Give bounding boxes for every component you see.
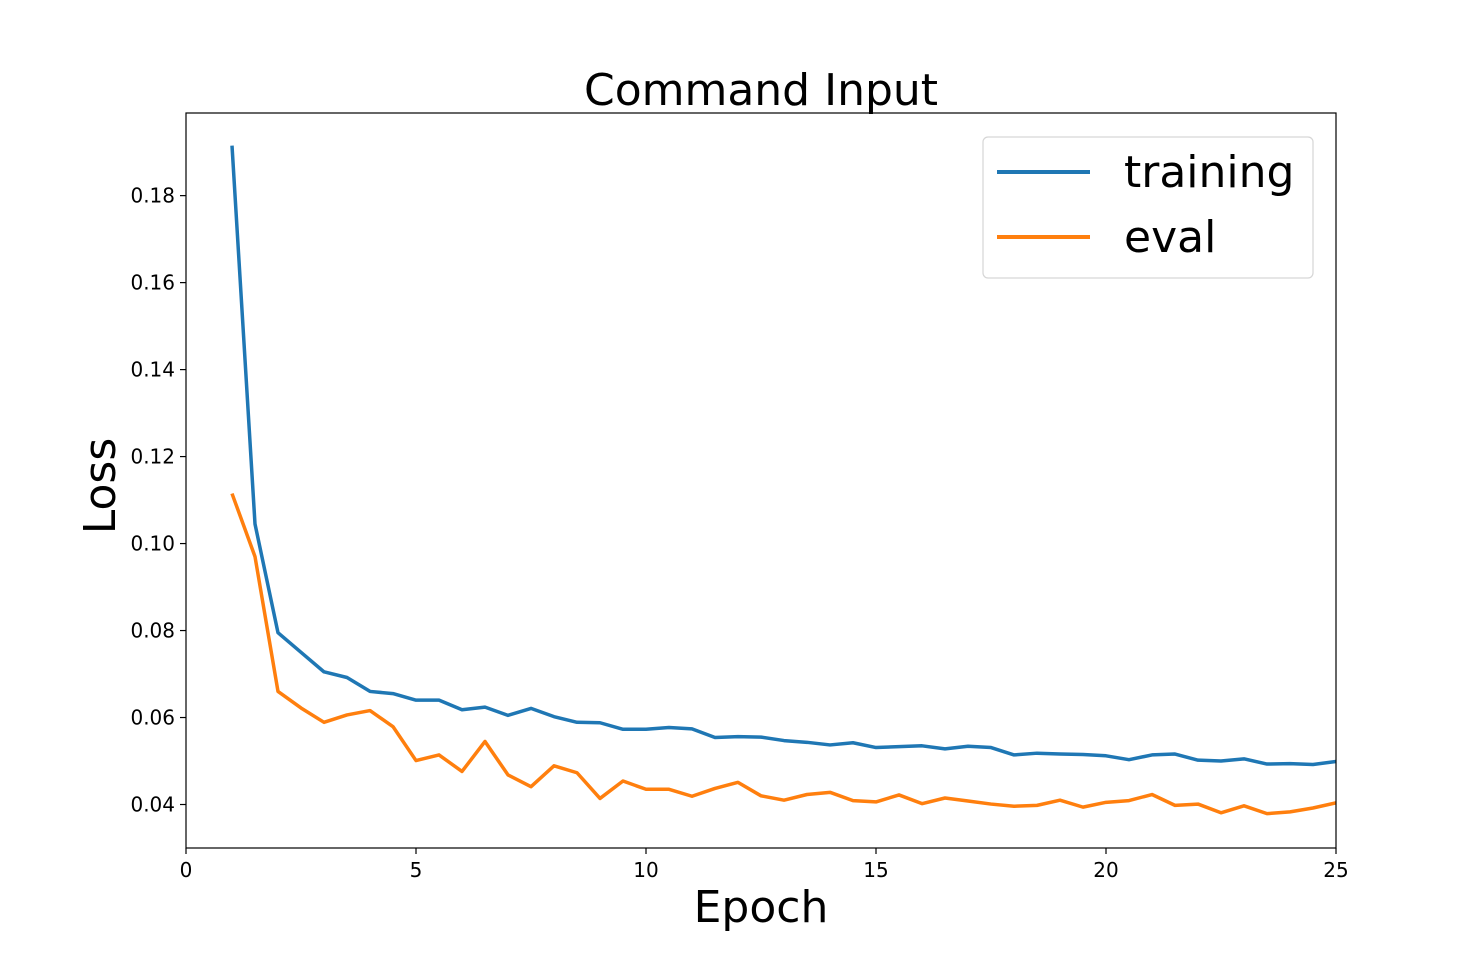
x-tick-label: 20 bbox=[1093, 858, 1118, 882]
series-line-eval bbox=[230, 492, 1336, 816]
x-tick-label: 0 bbox=[180, 858, 193, 882]
y-tick-label: 0.08 bbox=[130, 619, 175, 643]
chart-title: Command Input bbox=[584, 65, 938, 116]
series-line-training bbox=[230, 145, 1336, 767]
x-tick-label: 5 bbox=[410, 858, 423, 882]
x-tick-label: 10 bbox=[633, 858, 658, 882]
y-tick-label: 0.06 bbox=[130, 706, 175, 730]
x-axis-label: Epoch bbox=[694, 882, 829, 933]
y-axis-label: Loss bbox=[75, 438, 126, 535]
legend: training eval bbox=[982, 136, 1314, 279]
y-tick-label: 0.10 bbox=[130, 532, 175, 556]
x-tick-label: 15 bbox=[863, 858, 888, 882]
y-tick-label: 0.18 bbox=[130, 184, 175, 208]
y-tick-label: 0.12 bbox=[130, 445, 175, 469]
y-tick-label: 0.04 bbox=[130, 793, 175, 817]
legend-label-eval: eval bbox=[1124, 212, 1216, 263]
y-tick-label: 0.16 bbox=[130, 271, 175, 295]
axes-frame bbox=[185, 112, 1337, 849]
y-tick-label: 0.14 bbox=[130, 358, 175, 382]
x-tick-label: 25 bbox=[1323, 858, 1348, 882]
legend-label-training: training bbox=[1124, 147, 1294, 198]
plot-area: 0 5 10 15 20 25 0.04 0.06 0.08 0.10 0.12 0.14 0.16 0.… bbox=[130, 112, 1349, 882]
